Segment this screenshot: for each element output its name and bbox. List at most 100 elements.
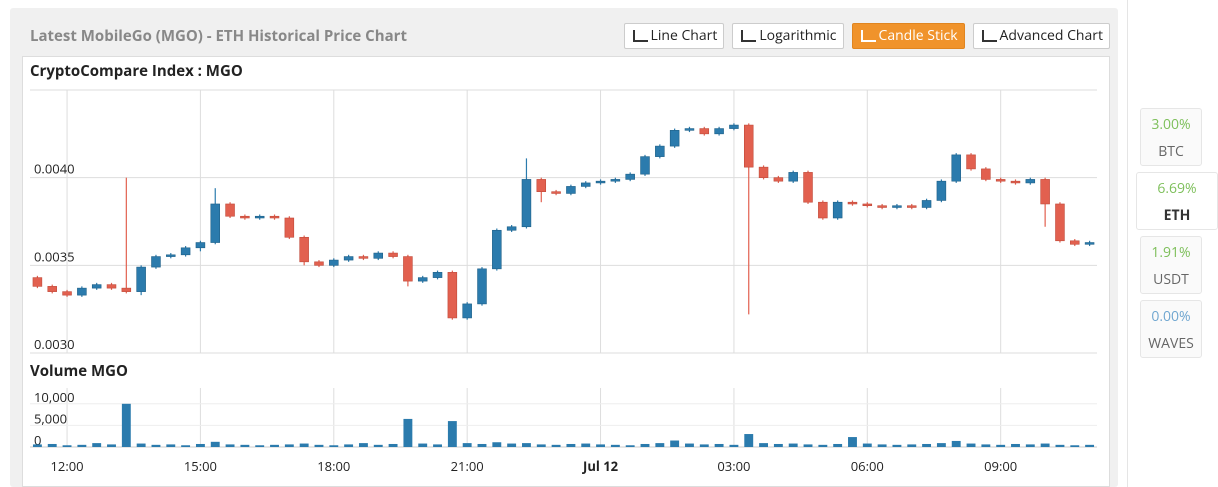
candle-body: [477, 268, 487, 305]
volume-bar: [299, 443, 309, 447]
volume-bar: [773, 443, 783, 447]
candle-body: [1084, 242, 1095, 245]
toolbar-button[interactable]: Line Chart: [623, 23, 725, 49]
x-tick-label: 15:00: [184, 457, 217, 475]
volume-bar: [862, 443, 872, 447]
candle-body: [314, 261, 324, 266]
pair-label: BTC: [1158, 142, 1184, 161]
volume-bar: [121, 403, 131, 447]
volume-bar: [107, 444, 116, 447]
candle-body: [1025, 179, 1036, 184]
volume-bar: [1085, 444, 1095, 447]
y-tick-label: 5,000: [34, 409, 67, 427]
volume-bar: [714, 443, 724, 447]
candle-body: [655, 145, 665, 157]
candle-body: [892, 205, 902, 208]
volume-bar: [447, 421, 457, 447]
candle-body: [669, 130, 680, 147]
market-tab[interactable]: 3.00% BTC: [1140, 108, 1202, 166]
volume-bar: [951, 440, 961, 447]
volume-bar: [32, 444, 42, 447]
volume-bar: [403, 418, 413, 447]
volume-bar: [507, 443, 517, 447]
candle-body: [640, 156, 650, 175]
market-tab[interactable]: 1.91% USDT: [1140, 236, 1202, 294]
chart-area: [22, 56, 1110, 487]
volume-bar: [803, 444, 813, 447]
candle-body: [47, 286, 57, 292]
candle-body: [225, 203, 235, 217]
volume-bar: [1070, 445, 1080, 447]
volume-bar: [522, 443, 531, 447]
candle-body: [684, 128, 695, 131]
candle-body: [62, 291, 72, 296]
volume-bar: [670, 440, 680, 447]
divider: [1127, 0, 1128, 487]
volume-bar: [284, 444, 294, 447]
volume-bar: [966, 443, 976, 447]
volume-bar: [433, 444, 442, 447]
volume-bar: [699, 444, 709, 447]
candle-body: [580, 182, 591, 187]
y-tick-label: 0.0035: [34, 247, 75, 265]
candle-body: [1040, 179, 1050, 205]
toolbar-button[interactable]: Candle Stick: [851, 23, 965, 49]
candle-body: [195, 242, 206, 249]
y-tick-label: 0.0030: [34, 335, 75, 353]
volume-bar: [892, 444, 902, 447]
volume-bar: [477, 443, 487, 447]
candle-body: [981, 168, 991, 180]
candle-body: [506, 226, 517, 231]
candle-body: [284, 217, 295, 238]
volume-bar: [729, 444, 739, 447]
change-percent: 3.00%: [1151, 115, 1191, 134]
volume-bar: [922, 443, 932, 447]
volume-bar: [210, 441, 220, 447]
candle-body: [373, 252, 384, 259]
candle-body: [151, 256, 161, 268]
candle-body: [1055, 203, 1065, 242]
volume-bar: [1011, 443, 1020, 447]
market-tab[interactable]: 0.00% WAVES: [1140, 300, 1202, 358]
candle-body: [877, 205, 887, 208]
volume-bar: [344, 444, 354, 447]
volume-bar: [744, 434, 754, 447]
candle-body: [240, 215, 250, 219]
volume-bar: [907, 444, 917, 447]
candle-body: [995, 179, 1006, 182]
volume-bar: [225, 444, 235, 447]
candle-body: [832, 201, 843, 219]
x-tick-label: 03:00: [717, 457, 750, 475]
x-tick-label: 09:00: [984, 457, 1017, 475]
candle-body: [951, 154, 961, 182]
volume-panel-title: Volume MGO: [30, 361, 128, 381]
volume-bar: [936, 443, 946, 447]
change-percent: 1.91%: [1151, 243, 1191, 262]
pair-label: ETH: [1163, 206, 1191, 225]
toolbar-button[interactable]: Advanced Chart: [972, 23, 1110, 49]
candle-body: [462, 303, 472, 319]
candle-body: [936, 180, 947, 201]
candle-body: [121, 287, 132, 292]
x-tick-label: 06:00: [851, 457, 884, 475]
candle-body: [714, 128, 724, 135]
candle-body: [921, 200, 932, 208]
candle-body: [551, 191, 561, 194]
volume-bar: [462, 443, 472, 447]
candle-body: [966, 154, 976, 170]
x-tick-label: Jul 12: [582, 457, 619, 475]
toolbar-button[interactable]: Logarithmic: [732, 23, 844, 49]
volume-bar: [759, 443, 769, 447]
volume-bar: [1055, 444, 1065, 447]
volume-bar: [877, 444, 887, 447]
toolbar: Line Chart Logarithmic Candle Stick Advance…: [623, 23, 1110, 49]
y-tick-label: 0.0040: [34, 160, 75, 178]
volume-bar: [536, 444, 546, 447]
volume-bar: [181, 445, 191, 447]
pair-label: WAVES: [1148, 334, 1194, 353]
candle-body: [566, 186, 576, 194]
candle-body: [210, 203, 220, 243]
market-tab[interactable]: 6.69% ETH: [1136, 172, 1218, 230]
candle-body: [447, 272, 458, 319]
candle-body: [610, 179, 621, 182]
